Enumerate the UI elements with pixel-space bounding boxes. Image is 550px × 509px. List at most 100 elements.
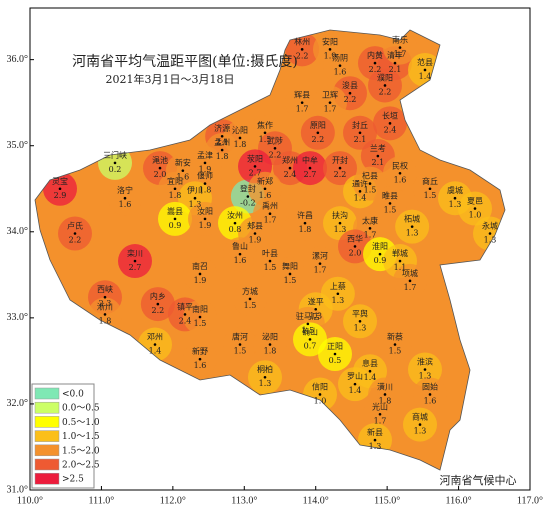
station-name: 叶县 <box>262 249 278 258</box>
station-name: 光山 <box>372 401 388 411</box>
station-name: 南乐 <box>392 35 408 45</box>
station-value: 1.5 <box>301 326 314 335</box>
station-value: 0.7 <box>304 341 317 350</box>
station-name: 栾川 <box>127 248 143 258</box>
station-name: 渑池 <box>152 155 168 165</box>
station-value: 1.6 <box>234 256 247 265</box>
station-name: 内黄 <box>367 50 383 60</box>
station-value: 1.9 <box>199 221 212 230</box>
station-dot <box>300 101 304 104</box>
station-value: 2.2 <box>334 170 347 179</box>
station-name: 桐柏 <box>257 364 273 374</box>
station-dot <box>103 295 107 299</box>
station-dot <box>58 187 62 191</box>
station-dot <box>263 375 267 379</box>
station-value: 2.2 <box>379 87 392 96</box>
y-tick-label: 32.0° <box>7 398 29 409</box>
station-dot <box>316 131 320 135</box>
station-value: 2.9 <box>54 191 67 200</box>
station-dot <box>308 338 312 341</box>
station-value: 2.2 <box>311 135 324 144</box>
station-name: 民权 <box>392 160 408 170</box>
station-value: 1.6 <box>119 200 132 209</box>
x-tick-label: 116.0° <box>446 495 472 506</box>
station-dot <box>368 369 372 373</box>
station-dot <box>263 187 267 191</box>
station-dot <box>358 320 362 323</box>
station-dot <box>338 64 342 67</box>
station-value: 1.5 <box>284 276 297 285</box>
station-dot <box>428 187 432 191</box>
legend-swatch <box>34 416 60 428</box>
station-name: 中牟 <box>302 155 318 165</box>
station-dot <box>453 196 457 200</box>
station-name: 虞城 <box>447 185 463 195</box>
station-value: 2.2 <box>269 150 282 159</box>
station-dot <box>300 48 304 51</box>
station-value: 1.5 <box>384 205 397 214</box>
legend-label: 2.0～2.5 <box>62 461 100 471</box>
station-name: 潢川 <box>377 381 393 391</box>
station-name: 漯河 <box>312 251 328 261</box>
station-dot <box>268 212 272 216</box>
x-tick-label: 117.0° <box>517 495 543 506</box>
station-value: 1.5 <box>244 301 257 310</box>
station-name: 宜阳 <box>167 176 183 186</box>
station-dot <box>198 315 202 319</box>
station-dot <box>308 166 312 170</box>
station-name: 安阳 <box>322 36 338 46</box>
station-name: 灵宝 <box>52 176 68 186</box>
x-tick-label: 114.0° <box>303 495 329 506</box>
x-tick-label: 112.0° <box>160 495 186 506</box>
station-value: 1.3 <box>414 427 427 436</box>
station-value: 1.5 <box>264 263 277 272</box>
station-name: 内乡 <box>150 291 166 301</box>
station-dot <box>373 61 377 65</box>
station-value: 2.1 <box>216 138 229 147</box>
station-value: 1.8 <box>99 316 112 325</box>
station-dot <box>368 227 372 230</box>
station-dot <box>336 292 340 296</box>
station-dot <box>383 84 387 87</box>
station-dot <box>338 166 342 170</box>
station-dot <box>246 195 250 198</box>
station-value: 2.4 <box>284 170 297 179</box>
station-name: 西峡 <box>97 284 113 294</box>
station-value: 2.0 <box>154 170 167 179</box>
station-dot <box>153 343 157 346</box>
station-value: 1.3 <box>406 229 419 238</box>
station-dot <box>238 252 242 256</box>
station-dot <box>233 221 237 225</box>
station-name: 镇平 <box>177 301 193 311</box>
station-value: 1.0 <box>469 211 482 220</box>
color-fill <box>43 30 505 458</box>
station-value: 2.0 <box>349 248 362 257</box>
station-name: 确山 <box>302 326 318 336</box>
station-value: 2.1 <box>389 65 402 74</box>
station-value: 1.7 <box>374 416 387 425</box>
station-name: 新郑 <box>257 176 273 186</box>
station-name: 汤阴 <box>332 54 348 63</box>
station-dot <box>203 182 207 185</box>
y-tick-label: 31.0° <box>7 484 29 495</box>
station-value: 1.7 <box>264 216 277 225</box>
station-value: 1.6 <box>176 173 189 182</box>
station-dot <box>393 343 397 346</box>
station-dot <box>383 393 387 396</box>
station-value: 1.3 <box>259 379 272 388</box>
station-dot <box>303 221 307 225</box>
legend-swatch <box>34 430 60 442</box>
station-name: 濮阳 <box>377 72 393 82</box>
station-value: 1.6 <box>424 396 437 405</box>
station-dot <box>368 182 372 185</box>
station-dot <box>328 101 332 104</box>
station-value: 1.7 <box>324 105 337 114</box>
station-dot <box>423 368 427 371</box>
station-dot <box>418 423 422 426</box>
station-dot <box>73 232 77 235</box>
station-name: 三门峡 <box>103 150 127 160</box>
station-name: 夏邑 <box>467 197 483 206</box>
station-name: 范县 <box>417 57 433 67</box>
station-value: 1.5 <box>364 186 377 195</box>
station-value: 1.4 <box>149 347 162 356</box>
